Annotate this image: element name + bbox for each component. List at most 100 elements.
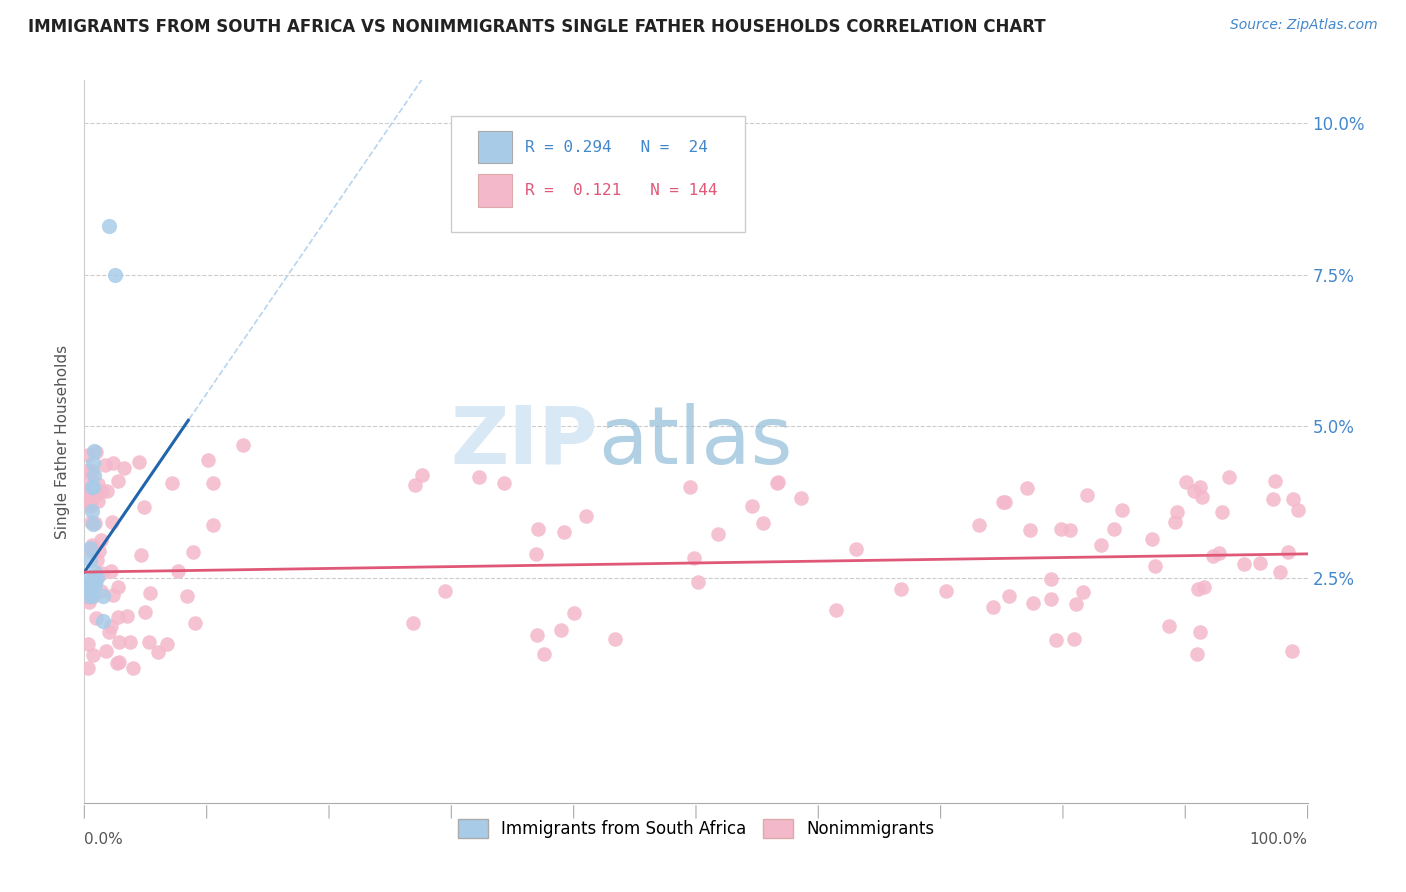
Point [1182,483,1205,498]
Point [77,484,100,499]
Point [91,614,114,628]
Point [1201,549,1223,563]
Point [84,577,107,591]
Point [1063,632,1085,647]
Point [766,475,789,490]
Point [1090,538,1112,552]
Point [533,647,555,661]
Point [82,648,104,662]
Point [79,553,101,567]
Point [524,547,547,561]
Point [1211,505,1233,519]
Point [87,544,110,558]
Point [86,571,108,585]
Point [550,624,572,638]
Point [79,499,101,513]
Point [90,484,112,499]
Point [1059,524,1081,538]
Point [77,448,100,462]
Bar [478,174,513,207]
Point [94,458,117,472]
Point [1208,546,1230,560]
Point [77,577,100,591]
Point [82,541,104,556]
Point [91,566,114,580]
Point [176,589,198,603]
Point [104,268,127,282]
Point [935,583,957,598]
Point [80,591,103,605]
Point [101,588,124,602]
Point [1071,584,1094,599]
Point [83,443,105,458]
Point [97,219,120,233]
Point [100,619,122,633]
Point [232,438,254,452]
Point [90,533,112,547]
Point [77,463,100,477]
Point [1187,647,1209,661]
Point [91,590,114,604]
Point [402,616,425,631]
Point [1187,582,1209,596]
Text: IMMIGRANTS FROM SOUTH AFRICA VS NONIMMIGRANTS SINGLE FATHER HOUSEHOLDS CORRELATI: IMMIGRANTS FROM SOUTH AFRICA VS NONIMMIG… [28,18,1046,36]
Point [132,500,155,514]
Point [103,456,125,470]
Point [82,571,104,585]
Point [107,474,129,488]
Point [752,516,775,530]
Point [845,542,868,557]
Point [105,657,128,671]
FancyBboxPatch shape [451,117,745,232]
Point [80,516,103,530]
Point [80,590,103,604]
Point [527,522,550,536]
Point [766,475,789,490]
Point [404,477,426,491]
Point [100,564,122,578]
Point [77,637,100,651]
Point [107,655,129,669]
Point [100,515,122,529]
Point [79,494,101,508]
Point [553,524,575,539]
Point [562,606,585,620]
Point [1045,632,1067,647]
Point [84,565,107,579]
Point [77,577,100,591]
Point [167,564,190,578]
Point [1050,522,1073,536]
Point [1277,545,1299,559]
Point [790,491,813,506]
Point [494,475,516,490]
Point [824,603,846,617]
Point [83,577,105,591]
Point [84,611,107,625]
Text: atlas: atlas [598,402,793,481]
Point [77,590,100,604]
Point [77,590,100,604]
Point [1263,492,1285,507]
Point [107,580,129,594]
Point [1270,566,1292,580]
Point [83,467,105,482]
Point [128,455,150,469]
Point [1102,522,1125,536]
Point [1281,643,1303,657]
Text: R = 0.294   N =  24: R = 0.294 N = 24 [524,140,707,155]
Point [82,516,104,531]
Point [1188,624,1211,639]
Point [94,644,117,658]
Point [77,578,100,592]
Point [993,494,1015,508]
Point [707,527,730,541]
Point [1218,469,1240,483]
Point [146,645,169,659]
Point [1249,556,1271,570]
Point [1076,488,1098,502]
Point [1157,619,1180,633]
Point [82,456,104,470]
Point [890,582,912,597]
Point [86,486,108,500]
Point [1143,558,1166,573]
